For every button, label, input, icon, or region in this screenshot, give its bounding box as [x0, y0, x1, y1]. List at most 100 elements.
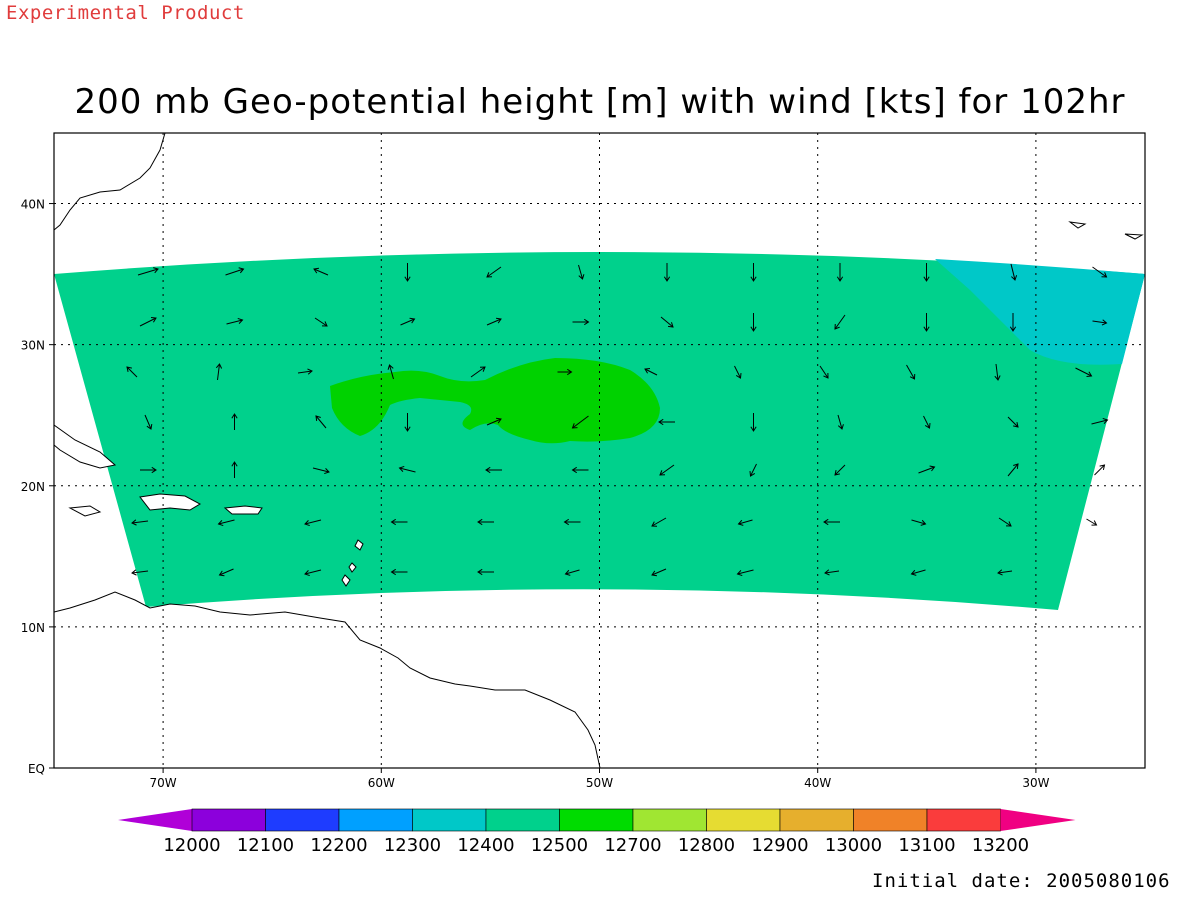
wind-arrow	[387, 364, 394, 380]
wind-arrow	[218, 568, 234, 577]
wind-arrow	[571, 415, 589, 429]
hispaniola	[139, 493, 202, 511]
wind-arrow	[1091, 417, 1109, 425]
height-field-12700	[330, 358, 660, 444]
wind-arrow	[736, 569, 754, 577]
island-5	[1124, 233, 1144, 240]
colorbar-label: 12500	[531, 835, 588, 856]
lon-label-30W: 30W	[1022, 776, 1049, 790]
colorbar-label: 12800	[678, 835, 735, 856]
wind-arrow	[651, 517, 667, 527]
wind-arrow	[837, 414, 844, 430]
latitude-labels: EQ 10N 20N 30N 40N	[21, 198, 54, 776]
lon-label-40W: 40W	[804, 776, 831, 790]
wind-arrow	[910, 569, 926, 576]
wind-arrow	[734, 365, 742, 379]
height-field-12400	[935, 259, 1145, 365]
wind-arrow	[658, 418, 675, 426]
wind-arrow	[737, 519, 753, 526]
wind-arrow	[660, 316, 674, 328]
wind-arrow	[217, 519, 235, 527]
wind-arrow	[131, 569, 149, 576]
wind-arrow	[663, 263, 671, 282]
wind-arrow	[1010, 263, 1018, 281]
wind-arrow	[231, 413, 238, 430]
wind-arrow	[1009, 313, 1017, 332]
wind-arrow	[1092, 266, 1108, 278]
map-title: 200 mb Geo-potential height [m] with win…	[74, 82, 1126, 122]
wind-arrow	[486, 266, 502, 278]
colorbar-label: 12900	[751, 835, 808, 856]
wind-arrow	[485, 466, 502, 474]
wind-arrow	[477, 518, 494, 526]
island-2	[348, 562, 357, 573]
colorbar-label: 12200	[310, 835, 367, 856]
wind-arrow	[304, 519, 322, 527]
grid-lines	[54, 133, 1145, 768]
wind-arrow	[144, 414, 153, 430]
lon-label-50W: 50W	[586, 776, 613, 790]
lat-label-30N: 30N	[21, 339, 45, 353]
wind-arrow	[651, 568, 667, 577]
wind-arrow	[131, 519, 149, 526]
south-america-coast	[54, 591, 601, 768]
wind-arrow	[994, 363, 1001, 381]
wind-arrow	[644, 367, 658, 376]
experimental-product-label: Experimental Product	[6, 2, 245, 24]
colorbar-segment	[485, 808, 560, 832]
wind-arrow	[923, 313, 930, 332]
north-america-coast	[54, 133, 166, 231]
colorbar-label: 13200	[972, 835, 1029, 856]
wind-arrow	[226, 317, 244, 325]
wind-arrow	[126, 366, 138, 378]
colorbar-label: 12000	[163, 835, 220, 856]
colorbar-label: 12300	[384, 835, 441, 856]
wind-arrow	[1094, 464, 1106, 476]
colorbar-segment	[338, 808, 413, 832]
lat-label-10N: 10N	[21, 621, 45, 635]
colorbar-label: 13000	[825, 835, 882, 856]
colorbar-segment	[926, 808, 1001, 832]
wind-arrow	[750, 263, 757, 282]
island-1	[354, 539, 364, 551]
colorbar-segment	[853, 808, 928, 832]
wind-arrow	[486, 417, 502, 426]
colorbar-segment	[412, 808, 487, 832]
wind-arrow	[563, 518, 581, 526]
wind-arrow	[139, 316, 157, 327]
lon-label-70W: 70W	[150, 776, 177, 790]
wind-arrow	[997, 569, 1013, 576]
colorbar-segment	[191, 808, 266, 832]
wind-arrow	[486, 317, 502, 326]
wind-arrow	[225, 267, 245, 276]
wind-arrow	[404, 263, 411, 282]
wind-arrow	[918, 465, 936, 474]
cuba	[54, 424, 117, 469]
wind-arrow	[140, 466, 157, 474]
map-field	[54, 133, 1145, 768]
wind-arrow	[314, 317, 328, 327]
wind-arrow	[231, 461, 238, 478]
wind-arrow	[659, 464, 675, 476]
wind-arrow	[315, 415, 327, 429]
colorbar: 12000 12100 12200 12300 12400 12500 12700 12800…	[118, 808, 1076, 856]
wind-arrow	[1007, 416, 1019, 428]
colorbar-segment	[559, 808, 634, 832]
wind-arrow	[477, 568, 494, 576]
colorbar-label: 12700	[604, 835, 661, 856]
wind-arrow	[304, 569, 322, 577]
wind-arrow	[578, 264, 585, 280]
colorbar-segment	[779, 808, 854, 832]
jamaica	[68, 505, 102, 517]
wind-arrow	[750, 413, 757, 432]
lat-label-EQ: EQ	[28, 762, 45, 776]
wind-arrow	[1086, 518, 1098, 526]
wind-arrow	[1092, 319, 1108, 326]
wind-arrow	[564, 569, 580, 576]
wind-arrow	[819, 365, 829, 379]
wind-arrows	[126, 263, 1109, 577]
colorbar-high-arrow	[1000, 809, 1076, 831]
colorbar-segment	[706, 808, 781, 832]
wind-arrow	[390, 568, 408, 576]
puerto-rico	[223, 505, 263, 515]
